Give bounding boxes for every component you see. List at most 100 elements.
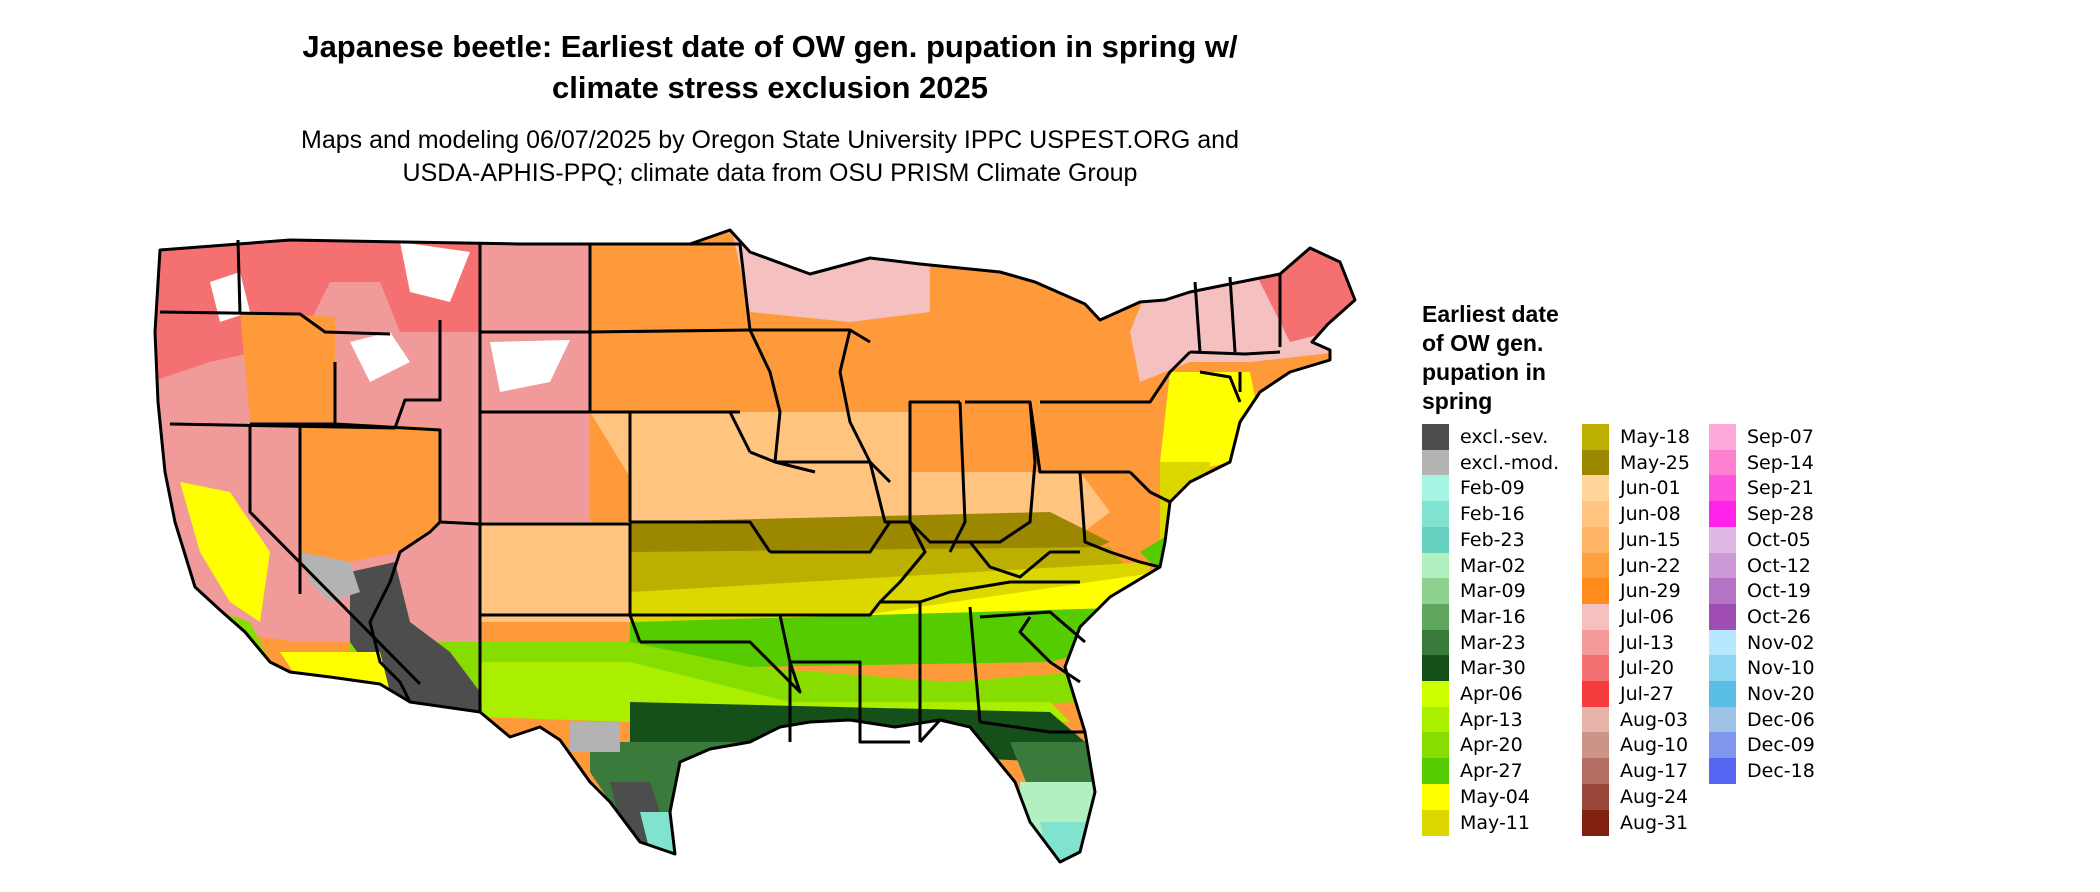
map-subtitle-line-1: Maps and modeling 06/07/2025 by Oregon S…: [301, 126, 1239, 154]
legend-label: Oct-26: [1747, 605, 1811, 628]
legend-swatch: [1709, 758, 1736, 785]
legend-label: Oct-12: [1747, 554, 1811, 577]
legend-item: Feb-16: [1422, 501, 1525, 528]
legend-item: Jun-01: [1582, 475, 1681, 502]
legend-item: May-04: [1422, 783, 1530, 810]
legend-label: Mar-23: [1460, 631, 1526, 654]
legend-label: Feb-16: [1460, 503, 1525, 526]
legend-label: Mar-02: [1460, 554, 1526, 577]
legend-swatch: [1709, 449, 1736, 476]
map-subtitle-line-2: USDA-APHIS-PPQ; climate data from OSU PR…: [402, 159, 1138, 187]
legend-label: Mar-16: [1460, 605, 1526, 628]
zone-snow-gaps: [210, 242, 570, 392]
legend-item: Aug-03: [1582, 706, 1688, 733]
legend-swatch: [1582, 783, 1609, 810]
legend-item: Oct-05: [1709, 526, 1811, 553]
legend-title-line: pupation in: [1422, 359, 1546, 385]
legend-swatch: [1422, 424, 1449, 450]
legend-label: Jun-08: [1620, 503, 1681, 526]
legend-label: Jul-13: [1620, 631, 1674, 654]
legend-swatch: [1422, 629, 1449, 656]
legend-item: Nov-10: [1709, 655, 1815, 682]
legend-label: Apr-27: [1460, 760, 1523, 783]
legend-item: Sep-28: [1709, 501, 1814, 528]
zone-mid-atlantic-yellow: [1160, 372, 1260, 472]
legend-label: Feb-23: [1460, 528, 1525, 551]
legend-swatch: [1582, 501, 1609, 528]
legend-item: Apr-06: [1422, 681, 1523, 707]
legend-swatch: [1422, 706, 1449, 733]
legend-item: Mar-23: [1422, 629, 1526, 656]
legend-swatch: [1422, 578, 1449, 605]
legend-item: Apr-27: [1422, 758, 1523, 785]
zone-utah-nevada: [300, 422, 440, 562]
legend-swatch: [1582, 475, 1609, 502]
legend-item: Jun-22: [1582, 552, 1681, 579]
legend-swatch: [1422, 475, 1449, 502]
legend-swatch: [1422, 603, 1449, 630]
legend-label: May-25: [1620, 451, 1690, 474]
legend-item: Aug-10: [1582, 732, 1688, 759]
legend: excl.-sev. excl.-mod. Feb-09 Feb-16 Feb-23 Ma…: [1422, 424, 1982, 836]
legend-swatch: [1582, 578, 1609, 605]
legend-swatch: [1709, 424, 1736, 450]
legend-label: Jun-29: [1620, 580, 1681, 603]
legend-item: May-25: [1582, 449, 1690, 476]
legend-swatch: [1582, 552, 1609, 579]
legend-item: Dec-09: [1709, 732, 1815, 759]
legend-label: Sep-21: [1747, 477, 1814, 500]
legend-item: Nov-02: [1709, 629, 1815, 656]
map-subtitle: Maps and modeling 06/07/2025 by Oregon S…: [230, 124, 1310, 190]
legend-label: Aug-24: [1620, 785, 1689, 808]
legend-label: Apr-13: [1460, 708, 1523, 731]
legend-label: Jun-15: [1620, 528, 1681, 551]
legend-label: Dec-06: [1747, 708, 1815, 731]
legend-swatch: [1422, 449, 1449, 476]
legend-item: Dec-06: [1709, 706, 1815, 733]
legend-item: Mar-09: [1422, 578, 1526, 605]
legend-item: Jul-13: [1582, 629, 1674, 656]
legend-label: Feb-09: [1460, 477, 1525, 500]
legend-item: Sep-14: [1709, 449, 1814, 476]
legend-swatch: [1422, 681, 1449, 707]
legend-item: Jul-06: [1582, 603, 1674, 630]
legend-label: Aug-17: [1620, 760, 1689, 783]
legend-label: Oct-19: [1747, 580, 1811, 603]
zone-central-valley: [180, 482, 270, 622]
legend-item: Dec-18: [1709, 758, 1815, 785]
legend-item: Aug-31: [1582, 809, 1688, 836]
legend-swatch: [1709, 706, 1736, 733]
legend-swatch: [1709, 552, 1736, 579]
legend-swatch: [1582, 603, 1609, 630]
legend-label: Dec-18: [1747, 760, 1815, 783]
legend-item: Mar-02: [1422, 552, 1526, 579]
legend-swatch: [1582, 758, 1609, 785]
legend-swatch: [1582, 424, 1609, 450]
legend-label: May-11: [1460, 811, 1530, 834]
legend-label: Jul-27: [1620, 683, 1674, 705]
legend-label: Sep-28: [1747, 503, 1814, 526]
legend-title: Earliest date of OW gen. pupation in spr…: [1422, 300, 1622, 416]
legend-label: Dec-09: [1747, 734, 1815, 757]
legend-swatch: [1422, 526, 1449, 553]
zone-west-texas-exclusion: [570, 722, 620, 752]
legend-swatch: [1582, 732, 1609, 759]
legend-title-line: of OW gen.: [1422, 330, 1544, 356]
legend-swatch: [1709, 501, 1736, 528]
zone-upper-midwest-pink: [730, 230, 930, 322]
legend-label: Mar-30: [1460, 657, 1526, 680]
legend-item: Jun-15: [1582, 526, 1681, 553]
legend-item: Jul-27: [1582, 681, 1674, 707]
legend-item: Apr-20: [1422, 732, 1523, 759]
legend-swatch: [1582, 706, 1609, 733]
legend-swatch: [1422, 501, 1449, 528]
map-fill: [155, 230, 1355, 862]
legend-swatch: [1582, 449, 1609, 476]
legend-label: May-18: [1620, 426, 1690, 448]
map-title: Japanese beetle: Earliest date of OW gen…: [230, 26, 1310, 108]
legend-swatch: [1709, 629, 1736, 656]
legend-label: Jul-06: [1620, 605, 1674, 628]
legend-label: Oct-05: [1747, 528, 1811, 551]
state-boundaries: [153, 228, 1357, 864]
legend-item: Nov-20: [1709, 681, 1815, 707]
